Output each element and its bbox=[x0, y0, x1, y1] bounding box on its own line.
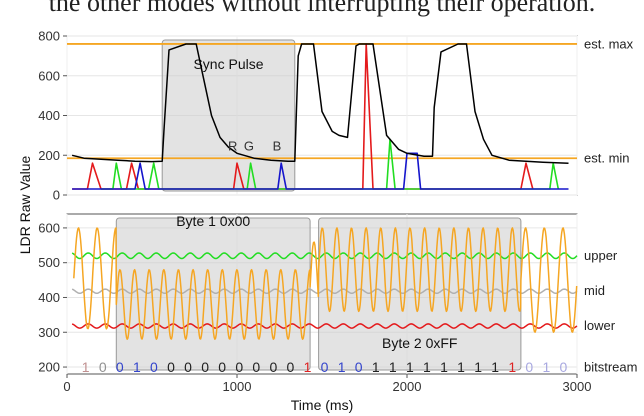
bitstream-digit: 1 bbox=[423, 359, 431, 375]
bitstream-digit: 0 bbox=[150, 359, 158, 375]
bitstream-digit: 0 bbox=[99, 359, 107, 375]
byte-region-label: Byte 2 0xFF bbox=[382, 335, 457, 351]
series-right-label: bitstream bbox=[584, 360, 637, 375]
bitstream-digit: 0 bbox=[184, 359, 192, 375]
rgb-annotation: B bbox=[273, 138, 282, 153]
bitstream-digit: 1 bbox=[474, 359, 482, 375]
bitstream-digit: 0 bbox=[355, 359, 363, 375]
bottom-series-lower bbox=[71, 323, 578, 329]
top-y-tick-label: 400 bbox=[38, 108, 60, 123]
top-y-tick-label: 800 bbox=[38, 29, 60, 44]
bitstream-digit: 0 bbox=[167, 359, 175, 375]
top-y-ticks: 0 200 400 600 800 bbox=[38, 29, 67, 203]
bitstream-digit: 1 bbox=[542, 359, 550, 375]
top-y-tick-label: 600 bbox=[38, 68, 60, 83]
bottom-y-tick-label: 200 bbox=[38, 360, 60, 375]
threshold-lines bbox=[67, 43, 577, 160]
top-panel: Sync Pulse 0 200 400 600 800 est. max est. mi… bbox=[38, 29, 633, 203]
bitstream-digit: 1 bbox=[133, 359, 141, 375]
bitstream-digit: 0 bbox=[269, 359, 277, 375]
y-axis-title: LDR Raw Value bbox=[17, 156, 33, 255]
sync-pulse-label: Sync Pulse bbox=[193, 56, 263, 72]
top-y-tick-label: 0 bbox=[53, 188, 60, 203]
bitstream-digit: 1 bbox=[304, 359, 312, 375]
sync-pulse-region: Sync Pulse bbox=[161, 39, 296, 192]
bitstream-digit: 1 bbox=[338, 359, 346, 375]
bitstream-digit: 1 bbox=[491, 359, 499, 375]
rgb-annotation: R bbox=[228, 138, 237, 153]
bitstream-digit: 0 bbox=[321, 359, 329, 375]
bottom-series-signal bbox=[73, 227, 578, 340]
byte-region-shade bbox=[115, 217, 311, 371]
series-right-label: lower bbox=[584, 318, 616, 333]
series-right-label: mid bbox=[584, 283, 605, 298]
bottom-y-tick-label: 600 bbox=[38, 220, 60, 235]
bottom-y-tick-label: 300 bbox=[38, 325, 60, 340]
bitstream-digit: 1 bbox=[372, 359, 380, 375]
bitstream-digit: 0 bbox=[287, 359, 295, 375]
bitstream-digit: 1 bbox=[440, 359, 448, 375]
caption-text: the other modes without interrupting the… bbox=[48, 0, 596, 17]
top-series-blue bbox=[72, 152, 569, 190]
bitstream-digit: 1 bbox=[457, 359, 465, 375]
bitstream-digit: 1 bbox=[82, 359, 90, 375]
sync-pulse-shade bbox=[161, 39, 296, 192]
bottom-right-labels: upper mid lower bitstream bbox=[584, 248, 637, 374]
top-series bbox=[71, 43, 569, 190]
x-axis-title: Time (ms) bbox=[291, 397, 353, 413]
series-right-label: upper bbox=[584, 248, 618, 263]
bottom-series bbox=[71, 227, 578, 340]
top-series-black bbox=[71, 43, 569, 164]
bottom-x-tick-label: 1000 bbox=[223, 379, 252, 394]
bottom-x-tick-label: 0 bbox=[63, 379, 70, 394]
bottom-x-tick-label: 2000 bbox=[393, 379, 422, 394]
threshold-label: est. min bbox=[584, 151, 630, 166]
bitstream-digit: 0 bbox=[218, 359, 226, 375]
bitstream-digit: 1 bbox=[508, 359, 516, 375]
rgb-annotation: G bbox=[244, 138, 254, 153]
byte-region-label: Byte 1 0x00 bbox=[176, 213, 250, 229]
threshold-label: est. max bbox=[584, 36, 634, 51]
bitstream-digit: 0 bbox=[560, 359, 568, 375]
bitstream-digit: 0 bbox=[252, 359, 260, 375]
bottom-y-tick-label: 500 bbox=[38, 255, 60, 270]
bottom-y-tick-label: 400 bbox=[38, 290, 60, 305]
bitstream-digit: 0 bbox=[525, 359, 533, 375]
bitstream-digit: 0 bbox=[201, 359, 209, 375]
top-right-labels: est. max est. min bbox=[584, 36, 634, 165]
bitstream-digit: 1 bbox=[389, 359, 397, 375]
bitstream-digit: 0 bbox=[235, 359, 243, 375]
bitstream-digit: 0 bbox=[116, 359, 124, 375]
top-y-tick-label: 200 bbox=[38, 148, 60, 163]
bitstream-digit: 1 bbox=[406, 359, 414, 375]
bottom-x-tick-label: 3000 bbox=[563, 379, 592, 394]
